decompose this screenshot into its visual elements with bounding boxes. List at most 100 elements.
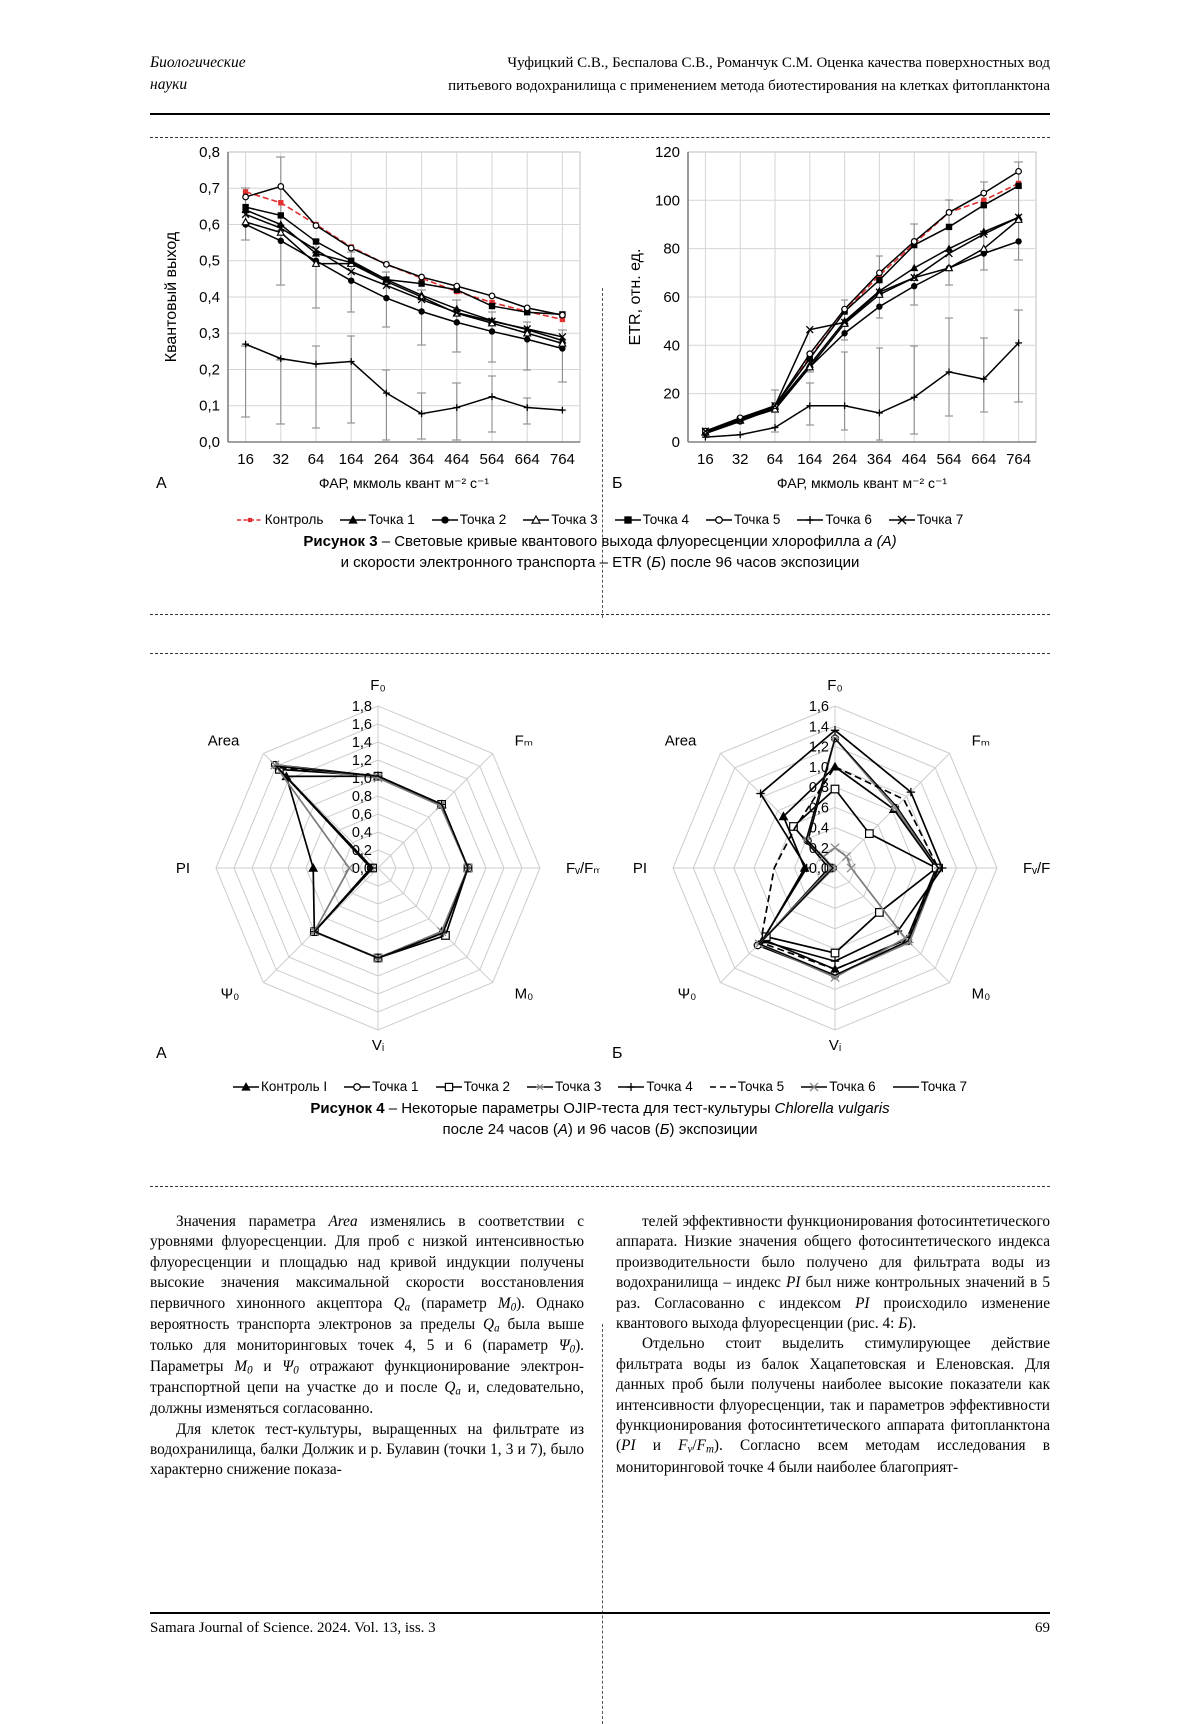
- fig3a-x-axis-title: ФАР, мкмоль квант м⁻² с⁻¹: [319, 475, 490, 491]
- figure4-caption-text4: ) экспозиции: [670, 1121, 758, 1138]
- body-paragraph: Отдельно стоит выделить стимулирующее де…: [616, 1334, 1050, 1478]
- radar-axis-label: M₀: [972, 986, 991, 1003]
- figure4-bottom-separator: [150, 1186, 1050, 1187]
- svg-text:664: 664: [515, 451, 540, 468]
- figure3-caption-text2: и скорости электронного транспорта – ETR…: [341, 554, 652, 571]
- legend-label: Точка 7: [917, 512, 963, 527]
- fig3a-panel-letter: А: [156, 475, 167, 492]
- footer-page-number: 69: [1035, 1620, 1050, 1637]
- radar-tick-label: 1,6: [809, 699, 829, 715]
- page-root: Биологические науки Чуфицкий С.В., Беспа…: [0, 0, 1200, 1697]
- legend-marker-triangle-open: [523, 514, 549, 526]
- legend-marker-plus: [797, 514, 823, 526]
- fig3a-y-axis-title: Квантовый выход: [163, 231, 180, 362]
- radar-tick-label: 0,8: [352, 789, 372, 805]
- svg-text:16: 16: [237, 451, 254, 468]
- figure4-top-separator: [150, 653, 1050, 654]
- svg-text:764: 764: [550, 451, 575, 468]
- legend-item-point-3[interactable]: Точка 3: [523, 512, 597, 527]
- fig3a-svg: 0,8 0,7 0,6 0,5 0,4 0,3 0,2 0,1 0,0 16 3…: [150, 140, 600, 505]
- svg-text:120: 120: [655, 144, 680, 161]
- radar-axis-label: Fₘ: [972, 732, 991, 749]
- svg-text:164: 164: [797, 451, 822, 468]
- svg-text:0,5: 0,5: [199, 253, 220, 270]
- body-paragraph: Значения параметра Area изменялись в соо…: [150, 1212, 584, 1420]
- figure4-panel-b: F₀FₘFᵥ/FₘM₀VᵢΨ₀PIArea0,00,20,40,60,81,01…: [610, 658, 1050, 1083]
- radar-tick-label: 0,2: [809, 841, 829, 857]
- svg-text:364: 364: [409, 451, 434, 468]
- figure4-caption-text2: после 24 часов (: [443, 1121, 558, 1138]
- legend-marker-square-filled: [615, 514, 641, 526]
- svg-text:464: 464: [444, 451, 469, 468]
- journal-section-line1: Биологические: [150, 52, 380, 74]
- radar-axis-label: Area: [665, 732, 697, 749]
- figure3-top-separator: [150, 137, 1050, 138]
- radar-tick-label: 1,4: [352, 735, 372, 751]
- legend-item-point-5[interactable]: Точка 5: [706, 512, 780, 527]
- figure4-caption-panel-a: А: [558, 1121, 568, 1138]
- radar-tick-label: 0,6: [352, 807, 372, 823]
- radar-axis-label: Vᵢ: [829, 1037, 841, 1054]
- radar-tick-label: 1,2: [809, 740, 829, 756]
- figure3-caption-panel-b: Б: [651, 554, 661, 571]
- legend-item-point-6[interactable]: Точка 6: [797, 512, 871, 527]
- fig4b-axis-labels: F₀FₘFᵥ/FₘM₀VᵢΨ₀PIArea0,00,20,40,60,81,01…: [633, 677, 1050, 1054]
- svg-text:100: 100: [655, 192, 680, 209]
- legend-label: Точка 4: [643, 512, 689, 527]
- figure3-caption-panel-a: (А): [872, 533, 896, 550]
- running-head: Биологические науки Чуфицкий С.В., Беспа…: [150, 52, 1050, 97]
- radar-axis-label: Ψ₀: [221, 986, 240, 1003]
- legend-item-point-4[interactable]: Точка 4: [615, 512, 689, 527]
- figure3-vertical-divider: [602, 288, 603, 618]
- figure4-panel-a: F₀FₘFᵥ/FₘM₀VᵢΨ₀PIArea0,00,20,40,60,81,01…: [150, 658, 600, 1083]
- svg-text:164: 164: [339, 451, 364, 468]
- legend-label: Точка 5: [734, 512, 780, 527]
- legend-marker-circle-open: [706, 514, 732, 526]
- fig3b-y-axis-title: ETR, отн. ед.: [627, 249, 644, 346]
- radar-tick-label: 1,0: [352, 771, 372, 787]
- svg-text:64: 64: [767, 451, 784, 468]
- fig3a-y-ticks: 0,8 0,7 0,6 0,5 0,4 0,3 0,2 0,1 0,0: [199, 144, 220, 451]
- legend-item-point-7[interactable]: Точка 7: [889, 512, 963, 527]
- radar-tick-label: 0,0: [352, 861, 372, 877]
- figure3-legend: Контроль Точка 1 Точка 2 Точка 3 Точка 4 Точк…: [150, 512, 1050, 527]
- radar-tick-label: 0,4: [809, 821, 829, 837]
- legend-marker-dash-dot-red: [237, 514, 263, 526]
- radar-axis-label: Ψ₀: [678, 986, 697, 1003]
- radar-tick-label: 1,2: [352, 753, 372, 769]
- svg-text:0,6: 0,6: [199, 217, 220, 234]
- svg-text:0,4: 0,4: [199, 289, 220, 306]
- figure4-charts-row: F₀FₘFᵥ/FₘM₀VᵢΨ₀PIArea0,00,20,40,60,81,01…: [150, 658, 1050, 1083]
- article-title-line1: Чуфицкий С.В., Беспалова С.В., Романчук …: [380, 52, 1050, 75]
- fig4a-svg: F₀FₘFᵥ/FₘM₀VᵢΨ₀PIArea0,00,20,40,60,81,01…: [150, 658, 600, 1078]
- svg-text:564: 564: [479, 451, 504, 468]
- svg-text:0,7: 0,7: [199, 180, 220, 197]
- svg-text:16: 16: [697, 451, 714, 468]
- body-column-right: телей эффективности функционирования фот…: [616, 1212, 1050, 1481]
- radar-tick-label: 0,2: [352, 843, 372, 859]
- svg-text:0,1: 0,1: [199, 398, 220, 415]
- legend-marker-circle-filled: [432, 514, 458, 526]
- radar-tick-label: 0,6: [809, 800, 829, 816]
- legend-item-control[interactable]: Контроль: [237, 512, 324, 527]
- svg-text:40: 40: [663, 337, 680, 354]
- legend-item-point-2[interactable]: Точка 2: [432, 512, 506, 527]
- svg-text:264: 264: [832, 451, 857, 468]
- svg-text:264: 264: [374, 451, 399, 468]
- figure3-bottom-separator: [150, 614, 1050, 615]
- figure4-caption-text1: – Некоторые параметры OJIP-теста для тес…: [385, 1100, 775, 1117]
- figure3-panel-a: 0,8 0,7 0,6 0,5 0,4 0,3 0,2 0,1 0,0 16 3…: [150, 140, 600, 510]
- figure4-caption-species: Chlorella vulgaris: [775, 1100, 890, 1117]
- fig3b-x-axis-title: ФАР, мкмоль квант м⁻² с⁻¹: [777, 475, 948, 491]
- legend-marker-cross: [889, 514, 915, 526]
- radar-tick-label: 0,4: [352, 825, 372, 841]
- legend-item-point-1[interactable]: Точка 1: [340, 512, 414, 527]
- article-title-head: Чуфицкий С.В., Беспалова С.В., Романчук …: [380, 52, 1050, 97]
- body-paragraph: телей эффективности функционирования фот…: [616, 1212, 1050, 1334]
- body-paragraph: Для клеток тест-культуры, выращенных на …: [150, 1420, 584, 1481]
- svg-text:20: 20: [663, 386, 680, 403]
- legend-label: Точка 2: [460, 512, 506, 527]
- header-rule: [150, 113, 1050, 115]
- figure3-caption-text3: ) после 96 часов экспозиции: [661, 554, 859, 571]
- svg-text:32: 32: [732, 451, 749, 468]
